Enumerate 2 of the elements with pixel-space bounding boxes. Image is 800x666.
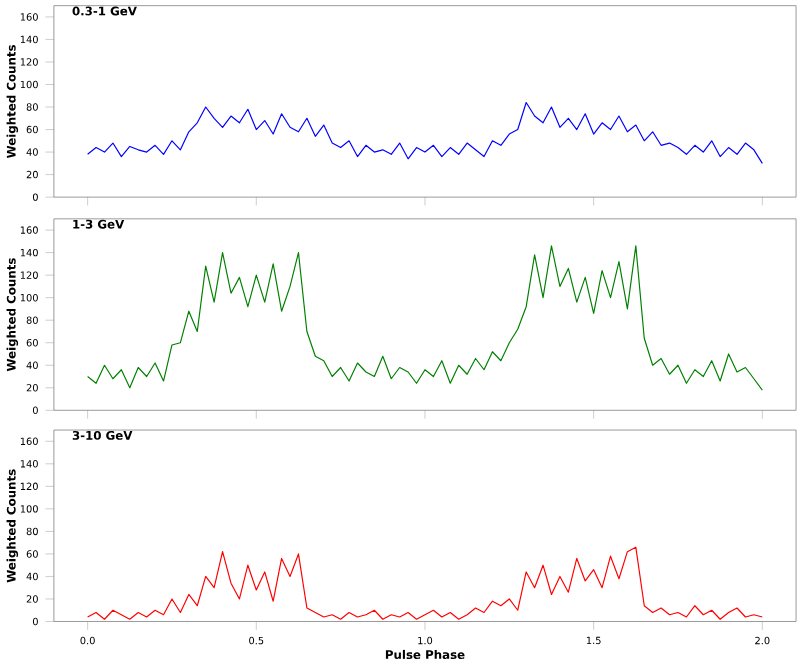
line-series bbox=[87, 245, 763, 391]
line-series bbox=[87, 102, 763, 165]
